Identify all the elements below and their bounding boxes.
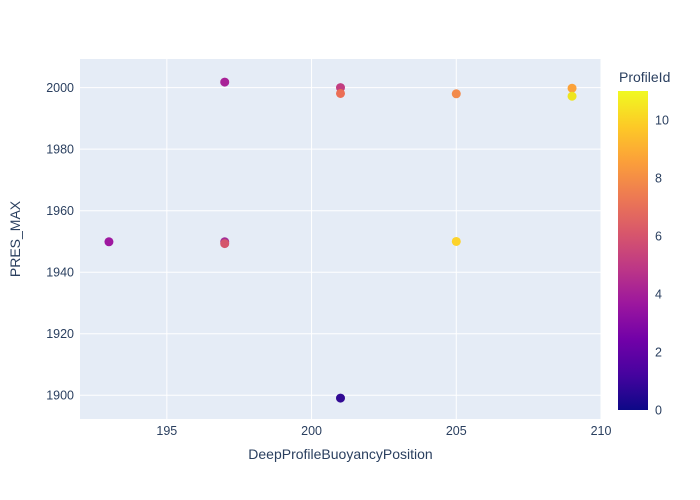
y-tick-label: 1960 [46,204,74,218]
x-axis-title: DeepProfileBuoyancyPosition [248,446,432,462]
y-tick-label: 1980 [46,143,74,157]
y-tick-label: 1940 [46,266,74,280]
y-axis-title: PRES_MAX [7,200,23,277]
colorbar-tick-label: 8 [655,171,662,185]
x-tick-label: 195 [156,424,177,438]
colorbar-tick-label: 10 [655,113,669,127]
y-axis-tick-labels: 1900 1920 1940 1960 1980 2000 [46,81,74,403]
data-point[interactable] [336,393,345,403]
colorbar-tick-labels: 0 2 4 6 8 10 [655,113,669,417]
x-tick-label: 210 [591,424,612,438]
data-point[interactable] [567,83,577,93]
data-point[interactable] [451,236,461,246]
y-tick-label: 1900 [46,389,74,403]
y-tick-label: 1920 [46,327,74,341]
data-point[interactable] [104,237,114,247]
data-point[interactable] [567,91,577,101]
data-point[interactable] [336,88,345,98]
colorbar-tick-label: 6 [655,229,662,243]
data-point[interactable] [220,239,230,249]
colorbar-title: ProfileId [619,69,670,85]
scatter-points [104,77,577,403]
colorbar-tick-label: 4 [655,287,662,301]
colorbar-tick-label: 0 [655,403,662,417]
colorbar [618,91,648,410]
x-axis-tick-labels: 195 200 205 210 [156,424,611,438]
data-point[interactable] [451,89,461,99]
colorbar-tick-label: 2 [655,345,662,359]
y-tick-label: 2000 [46,81,74,95]
x-tick-label: 205 [446,424,467,438]
plot-area[interactable] [80,59,601,419]
data-point[interactable] [220,77,230,87]
x-tick-label: 200 [301,424,322,438]
